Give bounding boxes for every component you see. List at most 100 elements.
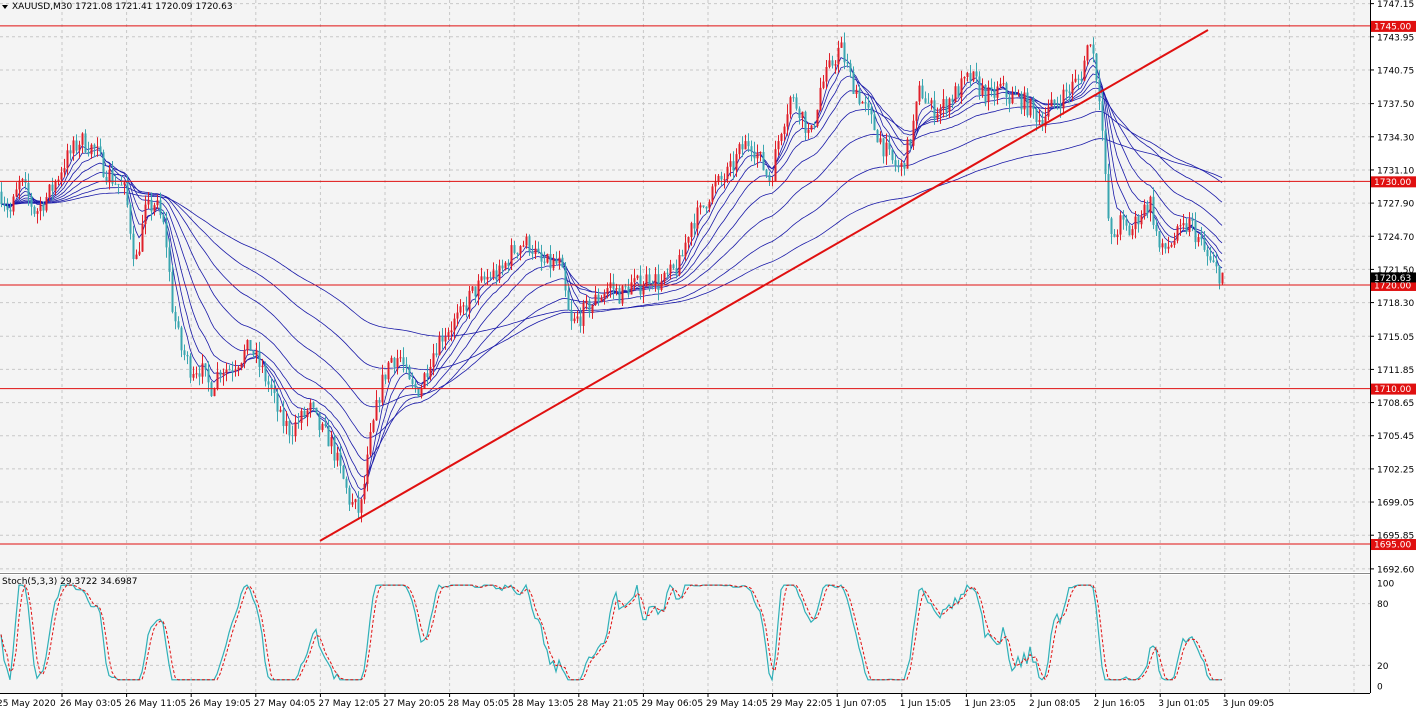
candle-body	[222, 373, 225, 376]
candle-body	[735, 154, 738, 171]
candle-body	[888, 142, 891, 150]
candle-body	[1125, 219, 1128, 226]
candle-body	[204, 363, 207, 369]
candle-body	[930, 100, 933, 104]
level-tag	[1371, 20, 1416, 32]
candle-body	[1179, 225, 1182, 227]
candle-body	[729, 161, 732, 167]
candle-body	[792, 97, 795, 99]
candle-body	[1026, 92, 1029, 116]
candle-body	[876, 130, 879, 143]
candle-body	[852, 72, 855, 94]
grid-lines	[0, 0, 1370, 693]
candle-body	[1047, 106, 1050, 117]
candle-body	[1098, 79, 1101, 102]
candle-body	[516, 252, 519, 254]
candle-body	[1221, 272, 1224, 284]
candle-body	[756, 153, 759, 159]
candle-body	[726, 166, 729, 180]
candle-body	[111, 170, 114, 184]
candle-body	[21, 179, 24, 181]
candle-body	[564, 267, 567, 291]
candle-body	[333, 437, 336, 461]
candle-body	[1017, 93, 1020, 95]
candle-body	[522, 245, 525, 247]
candle-body	[150, 199, 153, 212]
candle-body	[636, 275, 639, 279]
candle-body	[696, 207, 699, 229]
candle-body	[765, 169, 768, 175]
candle-body	[1038, 119, 1041, 123]
x-tick-label: 28 May 13:05	[512, 699, 574, 709]
candle-body	[294, 422, 297, 437]
candle-body	[1002, 83, 1005, 85]
candle-body	[744, 141, 747, 150]
candle-body	[1005, 83, 1008, 97]
candle-body	[471, 286, 474, 291]
x-tick-label: 1 Jun 23:05	[964, 699, 1015, 709]
candle-body	[603, 293, 606, 299]
candle-body	[342, 465, 345, 479]
candle-body	[177, 321, 180, 328]
candle-body	[12, 196, 15, 212]
stochastic-label: Stoch(5,3,3) 29.3722 34.6987	[2, 577, 138, 587]
candle-body	[498, 265, 501, 280]
symbol-dropdown-icon[interactable]	[2, 5, 8, 9]
candle-body	[567, 290, 570, 310]
candle-body	[264, 365, 267, 382]
candle-body	[240, 363, 243, 368]
candle-body	[711, 186, 714, 202]
candle-body	[288, 420, 291, 436]
candle-body	[855, 89, 858, 94]
candle-body	[1218, 266, 1221, 284]
x-tick-label: 3 Jun 09:05	[1223, 699, 1274, 709]
stoch-tick-label: 100	[1377, 580, 1394, 590]
candle-body	[807, 129, 810, 133]
candle-body	[780, 133, 783, 142]
candle-body	[171, 271, 174, 312]
candle-body	[180, 327, 183, 351]
y-tick-label: 1708.65	[1377, 399, 1414, 409]
candle-body	[201, 363, 204, 377]
level-label: 1695.00	[1374, 541, 1411, 551]
y-tick-label: 1705.45	[1377, 432, 1414, 442]
candle-body	[426, 373, 429, 378]
candle-body	[1143, 204, 1146, 217]
candle-body	[534, 248, 537, 254]
candle-body	[72, 140, 75, 154]
candle-body	[1215, 262, 1218, 267]
candle-body	[78, 144, 81, 151]
candle-body	[753, 151, 756, 159]
candle-body	[90, 144, 93, 155]
candle-body	[60, 172, 63, 180]
candle-body	[624, 286, 627, 288]
candle-body	[255, 350, 258, 356]
candle-body	[408, 366, 411, 380]
candle-body	[648, 274, 651, 284]
x-tick-label: 2 Jun 08:05	[1029, 699, 1080, 709]
candle-body	[387, 362, 390, 380]
ema-line	[0, 87, 1223, 439]
candle-body	[183, 350, 186, 355]
candle-body	[1044, 116, 1047, 127]
x-tick-label: 1 Jun 15:05	[900, 699, 951, 709]
candle-body	[597, 294, 600, 302]
x-tick-label: 25 May 2020	[0, 699, 56, 709]
candle-body	[1011, 94, 1014, 104]
candle-body	[339, 452, 342, 466]
candle-body	[1182, 223, 1185, 226]
candle-body	[279, 409, 282, 412]
candle-body	[186, 354, 189, 357]
candle-body	[795, 97, 798, 109]
level-label: 1730.00	[1374, 178, 1411, 188]
candle-body	[270, 384, 273, 389]
trendline[interactable]	[319, 29, 1209, 542]
candle-body	[225, 369, 228, 374]
candle-body	[750, 146, 753, 152]
candle-body	[174, 311, 177, 322]
symbol-label: XAUUSD,M30	[12, 2, 73, 12]
candle-body	[237, 367, 240, 370]
candle-body	[1053, 99, 1056, 105]
candle-body	[486, 276, 489, 280]
